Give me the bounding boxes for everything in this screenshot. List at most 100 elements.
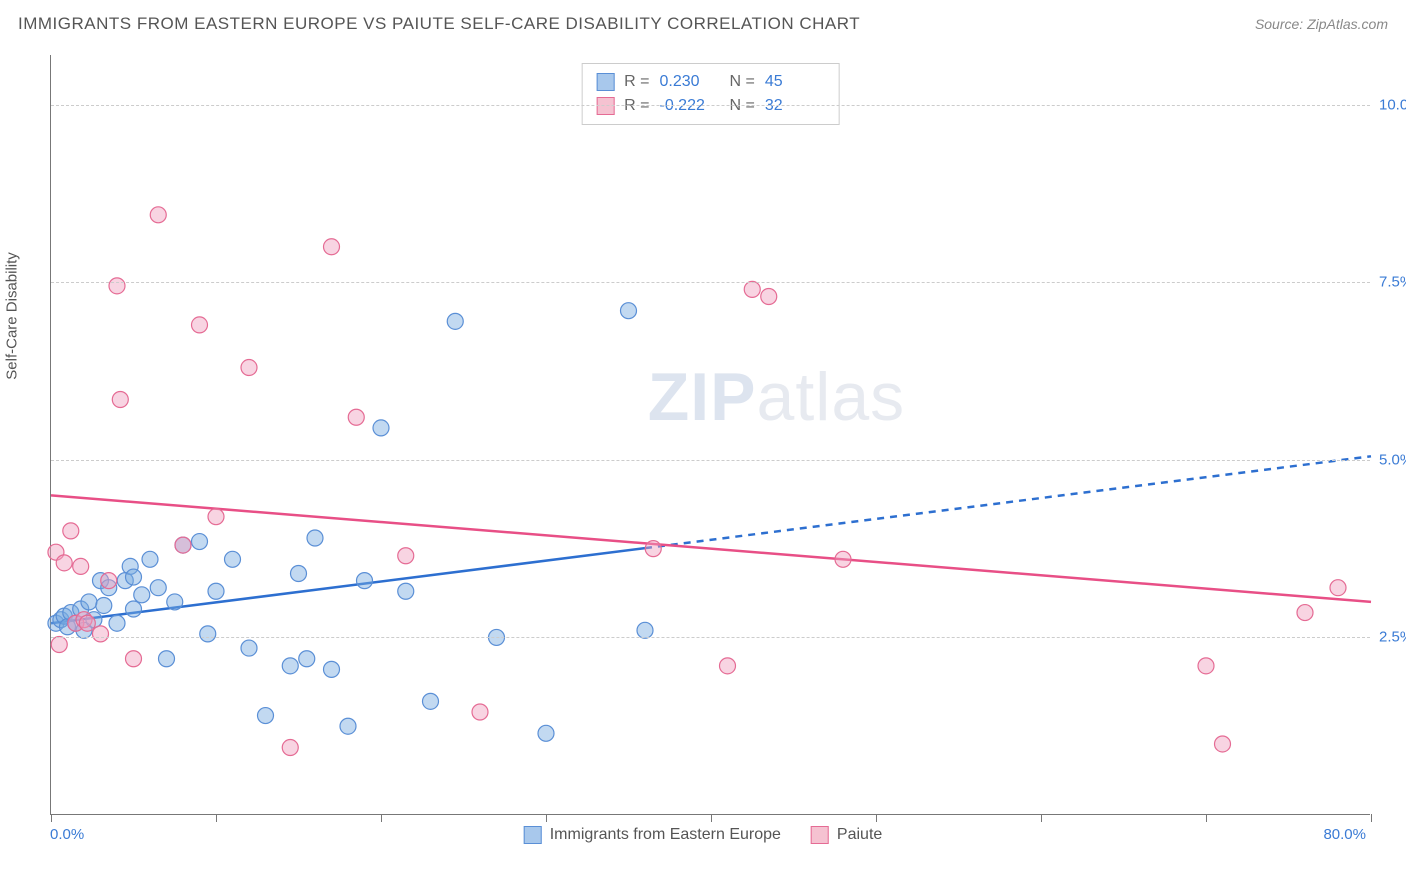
data-point: [96, 597, 112, 613]
n-label: N =: [730, 97, 755, 115]
data-point: [73, 558, 89, 574]
legend-series-item: Immigrants from Eastern Europe: [524, 826, 781, 844]
data-point: [192, 317, 208, 333]
page-title: IMMIGRANTS FROM EASTERN EUROPE VS PAIUTE…: [18, 14, 860, 34]
data-point: [208, 583, 224, 599]
gridline: [51, 460, 1370, 461]
x-tick: [216, 814, 217, 822]
x-tick: [1206, 814, 1207, 822]
data-point: [1297, 605, 1313, 621]
data-point: [282, 658, 298, 674]
data-point: [1215, 736, 1231, 752]
data-point: [423, 693, 439, 709]
data-point: [93, 626, 109, 642]
data-point: [167, 594, 183, 610]
data-point: [324, 239, 340, 255]
data-point: [241, 640, 257, 656]
x-tick: [711, 814, 712, 822]
x-tick: [381, 814, 382, 822]
data-point: [637, 622, 653, 638]
data-point: [398, 583, 414, 599]
legend-swatch: [811, 826, 829, 844]
legend-series-label: Paiute: [837, 826, 882, 844]
scatter-svg: [51, 55, 1370, 814]
data-point: [538, 725, 554, 741]
x-axis-max-label: 80.0%: [1323, 826, 1366, 843]
data-point: [744, 281, 760, 297]
r-label: R =: [624, 73, 649, 91]
data-point: [720, 658, 736, 674]
gridline: [51, 282, 1370, 283]
gridline: [51, 105, 1370, 106]
data-point: [126, 601, 142, 617]
data-point: [126, 651, 142, 667]
data-point: [56, 555, 72, 571]
legend-stat-row: R = -0.222 N = 32: [596, 94, 825, 118]
data-point: [1330, 580, 1346, 596]
gridline: [51, 637, 1370, 638]
data-point: [835, 551, 851, 567]
data-point: [621, 303, 637, 319]
r-value: -0.222: [660, 97, 720, 115]
data-point: [1198, 658, 1214, 674]
data-point: [398, 548, 414, 564]
data-point: [340, 718, 356, 734]
data-point: [241, 360, 257, 376]
legend-swatch: [596, 73, 614, 91]
data-point: [761, 288, 777, 304]
data-point: [200, 626, 216, 642]
correlation-legend: R = 0.230 N = 45 R = -0.222 N = 32: [581, 63, 840, 125]
legend-series-item: Paiute: [811, 826, 882, 844]
series-legend: Immigrants from Eastern Europe Paiute: [524, 826, 883, 844]
data-point: [51, 637, 67, 653]
regression-line-dashed: [645, 456, 1371, 548]
data-point: [225, 551, 241, 567]
data-point: [159, 651, 175, 667]
y-tick-label: 2.5%: [1379, 629, 1406, 646]
y-tick-label: 5.0%: [1379, 451, 1406, 468]
y-tick-label: 10.0%: [1379, 96, 1406, 113]
data-point: [373, 420, 389, 436]
r-value: 0.230: [660, 73, 720, 91]
data-point: [299, 651, 315, 667]
data-point: [324, 661, 340, 677]
legend-swatch: [524, 826, 542, 844]
data-point: [447, 313, 463, 329]
data-point: [63, 523, 79, 539]
data-point: [150, 207, 166, 223]
chart-plot-area: ZIPatlas R =0.230N =45R =-0.222N =32 2.5…: [50, 55, 1370, 815]
x-tick: [546, 814, 547, 822]
y-axis-title: Self-Care Disability: [4, 252, 21, 380]
data-point: [142, 551, 158, 567]
data-point: [112, 391, 128, 407]
data-point: [348, 409, 364, 425]
legend-series-label: Immigrants from Eastern Europe: [550, 826, 781, 844]
source-attribution: Source: ZipAtlas.com: [1255, 16, 1388, 32]
n-value: 45: [765, 73, 825, 91]
data-point: [291, 566, 307, 582]
data-point: [109, 278, 125, 294]
data-point: [126, 569, 142, 585]
x-tick: [1041, 814, 1042, 822]
legend-swatch: [596, 97, 614, 115]
data-point: [150, 580, 166, 596]
n-label: N =: [730, 73, 755, 91]
r-label: R =: [624, 97, 649, 115]
data-point: [192, 534, 208, 550]
data-point: [208, 509, 224, 525]
legend-stat-row: R = 0.230 N = 45: [596, 70, 825, 94]
x-axis-min-label: 0.0%: [50, 826, 84, 843]
x-tick: [876, 814, 877, 822]
data-point: [472, 704, 488, 720]
regression-line-solid: [51, 495, 1371, 602]
data-point: [101, 573, 117, 589]
n-value: 32: [765, 97, 825, 115]
data-point: [175, 537, 191, 553]
data-point: [357, 573, 373, 589]
data-point: [79, 615, 95, 631]
data-point: [134, 587, 150, 603]
y-tick-label: 7.5%: [1379, 274, 1406, 291]
data-point: [258, 708, 274, 724]
x-tick: [1371, 814, 1372, 822]
data-point: [307, 530, 323, 546]
